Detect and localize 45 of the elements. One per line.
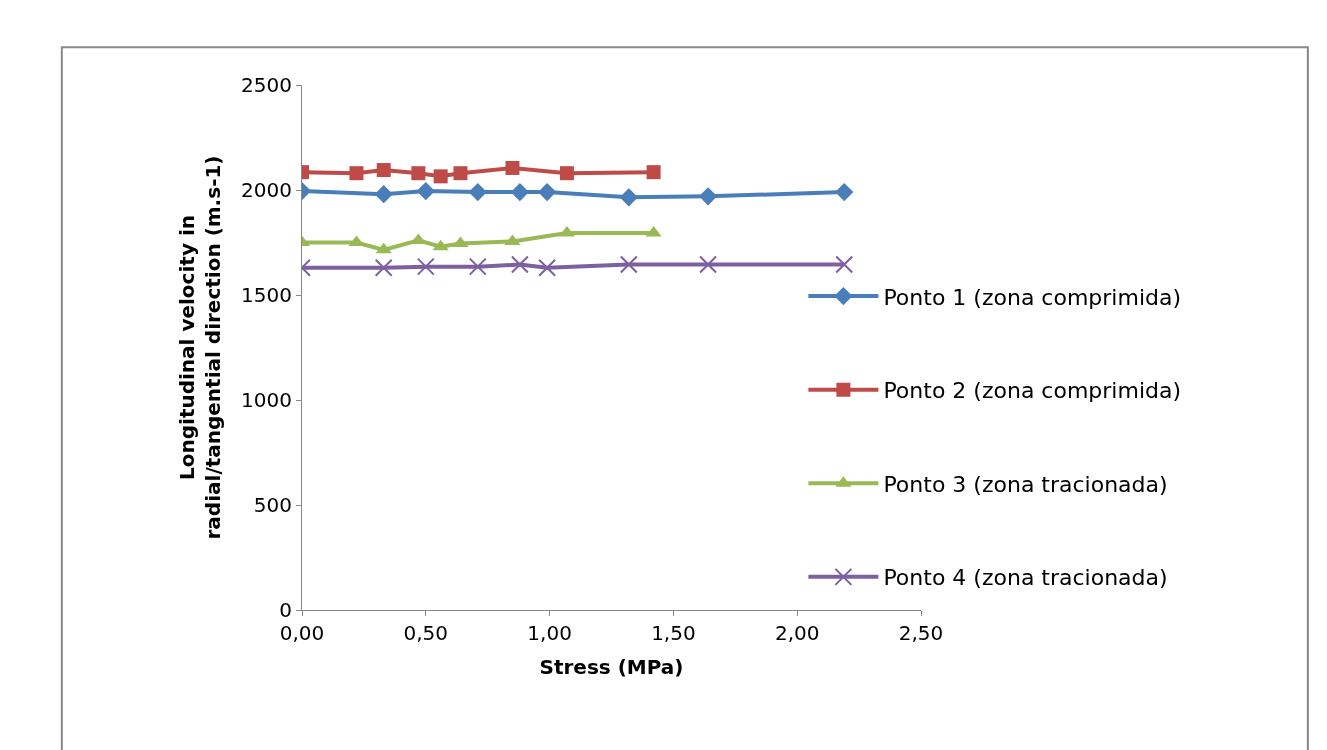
point [374, 185, 393, 204]
legend-label: Ponto 2 (zona comprimida) [883, 378, 1182, 404]
point [835, 255, 854, 274]
point [510, 255, 529, 274]
legend-label: Ponto 3 (zona tracionada) [883, 471, 1168, 497]
x-tick-label: 2,50 [898, 621, 944, 645]
point [559, 166, 574, 181]
point [835, 183, 854, 202]
point [376, 163, 391, 178]
y-tick-label: 1000 [241, 388, 292, 412]
x-axis-title: Stress (MPa) [539, 654, 684, 679]
point [505, 160, 520, 175]
point [699, 255, 718, 274]
point [619, 188, 638, 207]
point [538, 183, 557, 202]
y-tick-label: 2500 [241, 73, 292, 97]
x-tick-label: 0,50 [403, 621, 449, 645]
point [698, 187, 718, 206]
legend-label: Ponto 1 (zona comprimida) [883, 284, 1182, 310]
x-tick-label: 1,50 [651, 621, 696, 645]
y-tick-label: 2000 [241, 178, 292, 202]
y-axis-title: Longitudinal velocity in radial/tangential direction (m.s-1) [174, 155, 225, 540]
y-tick-label: 0 [279, 598, 292, 622]
y-tick-label: 1500 [241, 283, 292, 307]
point [375, 242, 392, 254]
point [468, 257, 487, 276]
point [452, 236, 469, 248]
point [416, 181, 435, 201]
point [416, 257, 435, 276]
x-tick-label: 2,00 [774, 621, 820, 645]
point [468, 183, 487, 202]
point [432, 239, 449, 251]
point [374, 258, 393, 277]
point [510, 183, 529, 202]
point [411, 166, 426, 181]
point [646, 165, 661, 180]
x-tick-label: 0,00 [279, 621, 325, 645]
legend-label: Ponto 4 (zona tracionada) [883, 565, 1168, 591]
point [433, 169, 448, 184]
x-tick-label: 1,00 [527, 621, 572, 645]
point [453, 166, 468, 181]
y-tick-label: 500 [253, 493, 292, 517]
point [349, 166, 364, 181]
point [619, 255, 638, 274]
point [538, 258, 557, 277]
